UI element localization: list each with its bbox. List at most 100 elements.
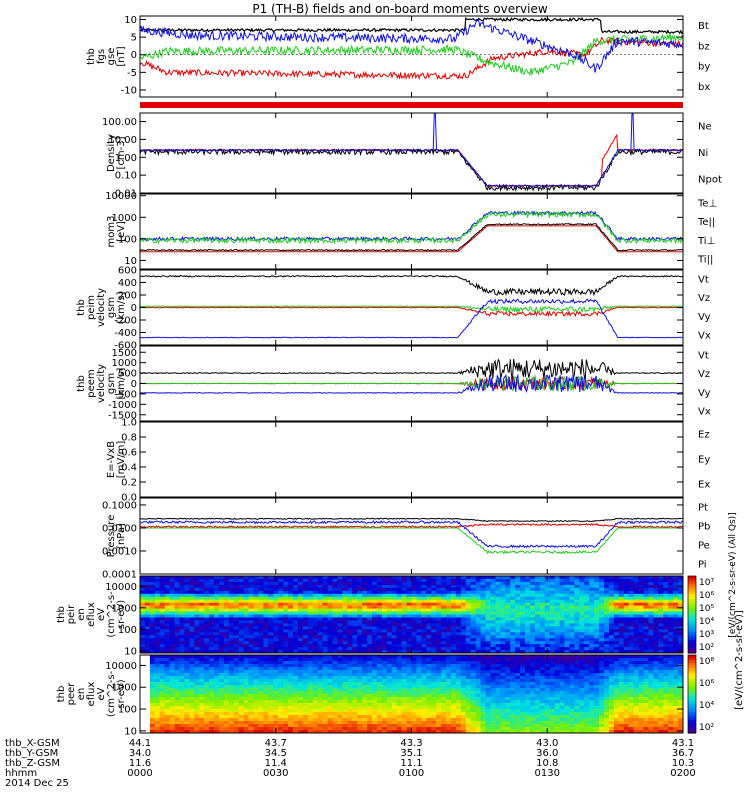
- y-axis-label-peer: (cm^2-s-: [106, 670, 117, 717]
- legend-item-pressure: Pt: [698, 503, 708, 514]
- y-axis-label-peer: eflux: [86, 682, 97, 707]
- colorbar-peir: [687, 575, 697, 654]
- legend-item-peem: Vx: [698, 407, 711, 418]
- series-line-peim-vt: [139, 274, 684, 297]
- y-axis-label-peem: [km/s]: [116, 367, 127, 399]
- y-axis-label-peim: thb: [76, 299, 87, 316]
- legend-item-peem: Vy: [698, 388, 711, 399]
- series-line-bz: [139, 36, 684, 81]
- panel-frame-efield: [139, 421, 684, 498]
- series-line-pi: [139, 520, 684, 549]
- y-axis-label-peir: eV: [96, 608, 107, 621]
- y-tick-label-peem: 1500: [112, 348, 137, 359]
- y-tick-label-fgs: 10: [124, 15, 137, 26]
- y-axis-label-temp: [eV]: [116, 221, 127, 242]
- heatmap-peer: [140, 655, 683, 733]
- colorbar-tick-peir: 10⁷: [699, 578, 714, 588]
- legend-item-pressure: Pb: [698, 522, 710, 533]
- x-tick-label: 43.1: [672, 738, 694, 749]
- y-tick-label-peir: 10000: [105, 582, 137, 593]
- colorbar-tick-peir: 10⁴: [699, 617, 714, 627]
- y-axis-label-peim: [km/s]: [116, 291, 127, 323]
- y-axis-label-pressure: [nPa]: [116, 523, 127, 549]
- y-tick-label-pressure: 0.0001: [102, 570, 137, 581]
- series-line-te-perp: [140, 225, 683, 253]
- y-tick-label-peir: 10: [124, 646, 137, 657]
- y-axis-label-peim: peim: [86, 295, 97, 320]
- y-axis-label-density: Density: [106, 134, 117, 172]
- chart-title: P1 (TH-B) fields and on-board moments ov…: [252, 2, 548, 16]
- y-tick-label-peim: -400: [114, 328, 137, 339]
- y-tick-label-peim: -600: [114, 341, 137, 352]
- legend-item-efield: Ey: [698, 455, 710, 466]
- x-tick-label: 43.7: [265, 738, 287, 749]
- y-tick-label-temp: 10000: [105, 191, 137, 202]
- legend-item-fgs: bx: [698, 82, 710, 93]
- legend-item-fgs: by: [698, 62, 710, 73]
- y-tick-label-fgs: 5: [131, 33, 137, 44]
- x-axis-row-label: thb_Y-GSM: [5, 748, 58, 759]
- legend-item-temp: Ti||: [697, 255, 713, 266]
- legend-item-density: Npot: [698, 175, 722, 186]
- y-tick-label-peer: 100: [118, 705, 137, 716]
- y-tick-label-density: 1.00: [115, 153, 137, 164]
- y-tick-label-fgs: -5: [127, 68, 137, 79]
- legend-item-peim: Vy: [698, 312, 711, 323]
- y-tick-label-efield: 0.4: [121, 463, 137, 474]
- y-tick-label-efield: 1.0: [121, 418, 137, 429]
- legend-item-peim: Vx: [698, 331, 711, 342]
- colorbar-tick-peir: 10³: [699, 630, 714, 640]
- y-tick-label-peem: -1500: [108, 410, 137, 421]
- y-axis-label-peir: peir: [66, 604, 77, 624]
- y-tick-label-density: 0.01: [115, 189, 137, 200]
- y-axis-label-peir: sr-eV): [116, 600, 127, 629]
- x-axis-row-label: hhmm: [5, 768, 37, 779]
- series-line-peim-vy: [139, 305, 684, 314]
- legend-item-pressure: Pe: [698, 541, 710, 552]
- y-tick-label-peir: 100: [118, 625, 137, 636]
- series-line-pe: [140, 527, 683, 555]
- y-axis-label-peer: en: [76, 688, 87, 701]
- x-tick-label: 36.0: [536, 748, 558, 759]
- y-tick-label-peim: -200: [114, 316, 137, 327]
- colorbar-tick-peer: 10⁶: [699, 679, 714, 689]
- series-line-ne: [139, 133, 684, 188]
- y-axis-label-fgs: gse: [106, 48, 117, 66]
- legend-item-pressure: Pi: [698, 560, 707, 571]
- panel-frame-pressure: [139, 497, 684, 575]
- x-axis-date: 2014 Dec 25: [5, 778, 69, 789]
- y-axis-label-peer: eV: [96, 687, 107, 700]
- y-tick-label-temp: 1000: [112, 213, 137, 224]
- y-tick-label-peem: 1000: [112, 358, 137, 369]
- y-axis-label-fgs: fgs: [96, 49, 107, 64]
- series-line-peem-vx: [139, 373, 684, 394]
- y-axis-label-peem: velocity: [96, 364, 107, 403]
- x-tick-label: 44.1: [129, 738, 151, 749]
- y-axis-label-fgs: [nT]: [116, 46, 127, 66]
- y-tick-label-peim: 0: [131, 303, 137, 314]
- x-tick-label: 11.1: [400, 758, 422, 769]
- legend-item-fgs: Bt: [698, 21, 709, 32]
- y-axis-label-peem: gsm: [106, 373, 117, 394]
- y-tick-label-density: 100.00: [102, 117, 137, 128]
- colorbar-tick-peer: 10⁴: [699, 701, 714, 711]
- y-axis-label-peer: peer: [66, 682, 77, 706]
- x-tick-label: 11.6: [129, 758, 151, 769]
- y-tick-label-peer: 10: [124, 726, 137, 737]
- colorbar-overlay-label: [eV/(cm^2-s-sr-eV) (All Qs)]: [728, 512, 738, 637]
- y-tick-label-peem: -500: [114, 389, 137, 400]
- colorbar-peer: [687, 654, 697, 734]
- series-line-peim-vx: [140, 297, 684, 339]
- y-tick-label-efield: 0.0: [121, 493, 137, 504]
- y-tick-label-peim: 600: [118, 266, 137, 277]
- legend-item-efield: Ez: [698, 430, 710, 441]
- heatmap-peir: [140, 576, 683, 653]
- y-axis-label-peem: peem: [86, 369, 97, 397]
- legend-item-efield: Ex: [698, 480, 710, 491]
- series-line-peim-vz: [140, 306, 684, 318]
- colorbar-tick-peer: 10⁸: [699, 657, 714, 667]
- x-tick-label: 34.5: [265, 748, 287, 759]
- legend-item-temp: Te||: [697, 217, 715, 228]
- colorbar-tick-peir: 10⁶: [699, 591, 714, 601]
